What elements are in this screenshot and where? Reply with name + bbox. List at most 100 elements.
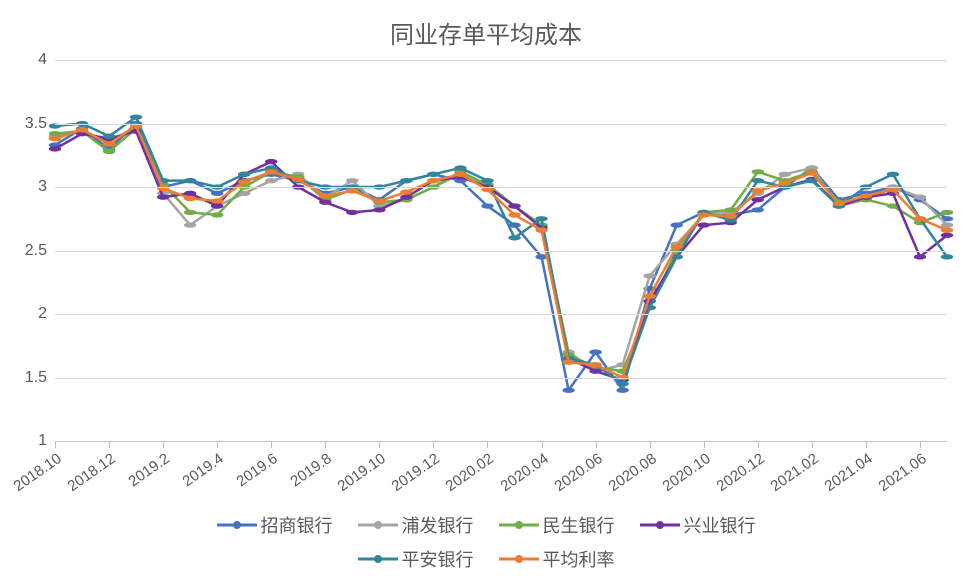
legend-swatch bbox=[217, 518, 257, 532]
series-line bbox=[55, 124, 947, 391]
series-marker bbox=[779, 181, 791, 186]
series-marker bbox=[779, 172, 791, 177]
series-marker bbox=[157, 194, 169, 199]
gridline bbox=[55, 124, 947, 125]
series-marker bbox=[184, 196, 196, 201]
x-tick bbox=[920, 442, 921, 448]
series-marker bbox=[400, 189, 412, 194]
series-marker bbox=[400, 194, 412, 199]
series-marker bbox=[562, 388, 574, 393]
x-tick bbox=[217, 442, 218, 448]
x-axis-label: 2020.12 bbox=[713, 450, 767, 495]
series-marker bbox=[725, 214, 737, 219]
x-axis-label: 2020.04 bbox=[497, 450, 551, 495]
legend-item: 浦发银行 bbox=[358, 512, 474, 538]
y-axis-label: 2 bbox=[38, 305, 55, 323]
series-marker bbox=[697, 212, 709, 217]
series-marker bbox=[184, 222, 196, 227]
series-marker bbox=[265, 169, 277, 174]
legend-item: 平均利率 bbox=[499, 546, 615, 572]
gridline bbox=[55, 314, 947, 315]
x-tick bbox=[163, 442, 164, 448]
x-axis-label: 2019.2 bbox=[126, 450, 173, 490]
x-axis-label: 2018.12 bbox=[65, 450, 119, 495]
legend-label: 招商银行 bbox=[261, 512, 333, 538]
x-axis-label: 2020.06 bbox=[551, 450, 605, 495]
x-axis-label: 2019.6 bbox=[234, 450, 281, 490]
series-marker bbox=[427, 178, 439, 183]
series-marker bbox=[346, 178, 358, 183]
series-marker bbox=[346, 188, 358, 193]
series-marker bbox=[238, 179, 250, 184]
series-marker bbox=[860, 193, 872, 198]
legend-label: 平均利率 bbox=[543, 546, 615, 572]
series-marker bbox=[454, 165, 466, 170]
series-marker bbox=[184, 191, 196, 196]
series-marker bbox=[400, 178, 412, 183]
legend-item: 民生银行 bbox=[499, 512, 615, 538]
series-marker bbox=[752, 188, 764, 193]
legend-marker bbox=[233, 521, 241, 529]
x-axis-label: 2021.02 bbox=[767, 450, 821, 495]
series-line bbox=[55, 126, 947, 377]
legend-label: 兴业银行 bbox=[684, 512, 756, 538]
legend-marker bbox=[374, 555, 382, 563]
series-marker bbox=[373, 207, 385, 212]
chart-container: 同业存单平均成本 11.522.533.54 2018.102018.12201… bbox=[0, 0, 972, 582]
series-marker bbox=[211, 203, 223, 208]
series-marker bbox=[319, 200, 331, 205]
series-marker bbox=[211, 191, 223, 196]
x-axis-label: 2021.06 bbox=[876, 450, 930, 495]
gridline bbox=[55, 60, 947, 61]
legend-label: 浦发银行 bbox=[402, 512, 474, 538]
x-tick bbox=[866, 442, 867, 448]
y-axis-label: 2.5 bbox=[25, 242, 55, 260]
x-tick bbox=[812, 442, 813, 448]
series-marker bbox=[49, 136, 61, 141]
legend-item: 兴业银行 bbox=[640, 512, 756, 538]
y-axis-label: 4 bbox=[38, 51, 55, 69]
gridline bbox=[55, 251, 947, 252]
y-axis-label: 1 bbox=[38, 432, 55, 450]
series-marker bbox=[49, 146, 61, 151]
legend-label: 平安银行 bbox=[402, 546, 474, 572]
x-tick bbox=[109, 442, 110, 448]
series-marker bbox=[535, 216, 547, 221]
series-marker bbox=[562, 360, 574, 365]
series-marker bbox=[319, 193, 331, 198]
legend-swatch bbox=[640, 518, 680, 532]
series-marker bbox=[643, 294, 655, 299]
series-marker bbox=[427, 172, 439, 177]
x-axis-label: 2018.10 bbox=[11, 450, 65, 495]
series-marker bbox=[238, 172, 250, 177]
x-tick bbox=[542, 442, 543, 448]
x-axis-label: 2019.10 bbox=[335, 450, 389, 495]
series-marker bbox=[76, 127, 88, 132]
series-marker bbox=[184, 178, 196, 183]
x-axis-label: 2019.4 bbox=[180, 450, 227, 490]
chart-title: 同业存单平均成本 bbox=[0, 15, 972, 50]
legend-swatch bbox=[499, 518, 539, 532]
series-marker bbox=[833, 201, 845, 206]
legend-label: 民生银行 bbox=[543, 512, 615, 538]
legend-swatch bbox=[358, 552, 398, 566]
series-marker bbox=[941, 254, 953, 259]
x-axis-label: 2021.04 bbox=[821, 450, 875, 495]
x-axis-label: 2020.02 bbox=[443, 450, 497, 495]
legend-marker bbox=[656, 521, 664, 529]
series-marker bbox=[373, 198, 385, 203]
series-marker bbox=[752, 207, 764, 212]
series-marker bbox=[481, 178, 493, 183]
gridline bbox=[55, 378, 947, 379]
series-marker bbox=[752, 169, 764, 174]
series-marker bbox=[589, 362, 601, 367]
x-tick bbox=[271, 442, 272, 448]
legend-item: 平安银行 bbox=[358, 546, 474, 572]
legend-swatch bbox=[358, 518, 398, 532]
plot-area: 11.522.533.54 bbox=[55, 60, 947, 442]
y-axis-label: 1.5 bbox=[25, 369, 55, 387]
chart-legend: 招商银行 浦发银行 民生银行 兴业银行平安银行 平均利率 bbox=[176, 512, 796, 572]
series-marker bbox=[616, 381, 628, 386]
x-tick bbox=[487, 442, 488, 448]
series-marker bbox=[670, 244, 682, 249]
